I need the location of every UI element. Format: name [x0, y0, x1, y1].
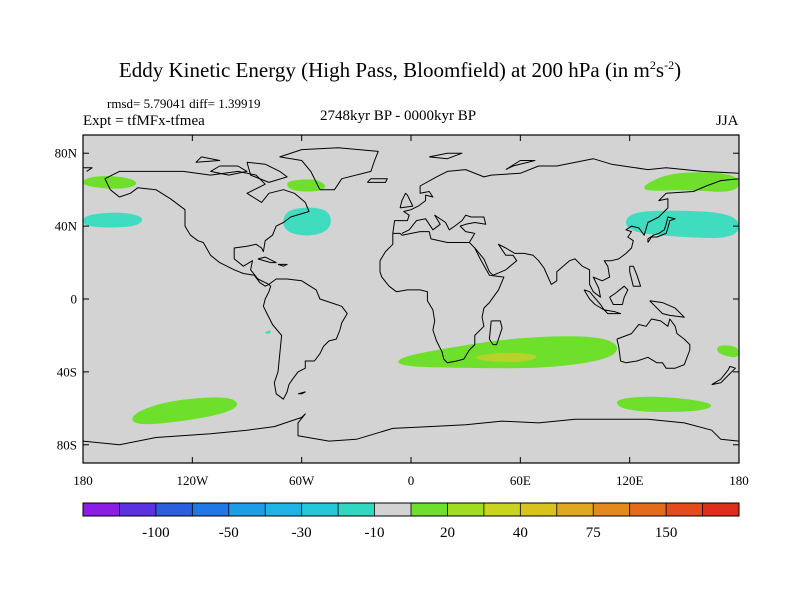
coastline	[366, 178, 388, 183]
colorbar-swatch	[593, 503, 630, 516]
lon-tick-label: 120E	[616, 473, 644, 488]
coastline	[104, 170, 310, 287]
colorbar-frame	[82, 502, 740, 517]
coastline	[262, 278, 348, 400]
coastline	[505, 160, 536, 171]
lon-tick-label: 60W	[289, 473, 315, 488]
colorbar-label: 150	[655, 525, 678, 541]
lon-tick-label: 180	[73, 473, 93, 488]
region-indian-ocean-peak	[476, 352, 537, 363]
colorbar-swatch	[155, 503, 193, 516]
colorbar-label: -50	[219, 525, 239, 541]
lon-tick-label: 180	[729, 473, 749, 488]
colorbar-swatch	[301, 503, 339, 516]
colorbar-swatch	[338, 503, 375, 516]
colorbar-label: -10	[365, 525, 385, 541]
coastline	[210, 165, 248, 176]
coastline	[257, 256, 277, 264]
colorbar-swatch	[629, 503, 667, 516]
region-n-pacific-east-green	[83, 176, 137, 189]
lat-tick-label: 80S	[57, 437, 77, 452]
region-indian-ocean-green	[398, 336, 618, 369]
colorbar-label: 40	[513, 525, 528, 541]
region-south-of-australia-green	[616, 396, 712, 412]
coastline	[195, 156, 221, 163]
colorbar-label: -100	[142, 525, 170, 541]
coastline	[647, 216, 676, 243]
lat-tick-label: 40N	[55, 219, 78, 234]
colorbar-swatch	[119, 503, 157, 516]
colorbar-swatch	[702, 503, 740, 516]
region-hudson-green	[287, 179, 325, 192]
colorbar-label: 75	[586, 525, 601, 541]
coastline	[83, 167, 93, 172]
colorbar-swatch	[192, 503, 230, 516]
lon-tick-label: 0	[408, 473, 415, 488]
colorbar-swatch	[666, 503, 703, 516]
colorbar-swatch	[556, 503, 594, 516]
coastline	[609, 285, 629, 305]
colorbar-swatch	[483, 503, 521, 516]
coastline	[277, 263, 288, 267]
lon-tick-label: 60E	[510, 473, 531, 488]
coastline	[711, 365, 736, 386]
coastline	[379, 231, 505, 364]
region-s-atlantic-blob	[265, 330, 271, 334]
colorbar-label: -30	[292, 525, 312, 541]
lat-tick-label: 0	[71, 292, 78, 307]
region-s-pacific-green	[132, 397, 238, 425]
colorbar-swatch	[374, 503, 412, 516]
coastline	[279, 147, 379, 191]
coastline	[399, 192, 414, 209]
season-label: JJA	[716, 113, 739, 129]
colorbar-swatch	[83, 503, 120, 516]
chart-title: Eddy Kinetic Energy (High Pass, Bloomfie…	[118, 58, 682, 82]
period-label: 2748kyr BP - 0000kyr BP	[320, 108, 477, 124]
lat-tick-label: 40S	[57, 364, 77, 379]
stats-text: rmsd= 5.79041 diff= 1.39919	[107, 96, 261, 111]
coastline	[488, 320, 503, 346]
coastline	[474, 178, 739, 298]
experiment-label: Expt = tfMFx-tfmea	[83, 113, 205, 129]
coastline	[297, 391, 306, 395]
colorbar-swatch	[447, 503, 485, 516]
region-n-atlantic-cyan	[283, 207, 331, 236]
colorbar-label: 20	[440, 525, 455, 541]
coastline	[616, 318, 691, 369]
region-nw-pacific-cyan	[626, 210, 739, 239]
coastline	[649, 300, 685, 318]
coastline	[392, 158, 739, 234]
region-e-asia-green	[644, 172, 739, 192]
colorbar-swatch	[228, 503, 266, 516]
region-australia-east-green	[717, 345, 739, 358]
lon-tick-label: 120W	[176, 473, 209, 488]
coastline	[629, 265, 642, 287]
colorbar-swatch	[411, 503, 448, 516]
coastline	[83, 413, 739, 446]
lat-tick-label: 80N	[55, 146, 78, 161]
region-n-pacific-east-cyan	[83, 212, 143, 228]
colorbar-swatch	[520, 503, 558, 516]
coastline	[429, 152, 463, 160]
colorbar-swatch	[265, 503, 302, 516]
coastline	[603, 309, 622, 315]
coastline	[246, 161, 288, 183]
coastline	[401, 214, 487, 243]
